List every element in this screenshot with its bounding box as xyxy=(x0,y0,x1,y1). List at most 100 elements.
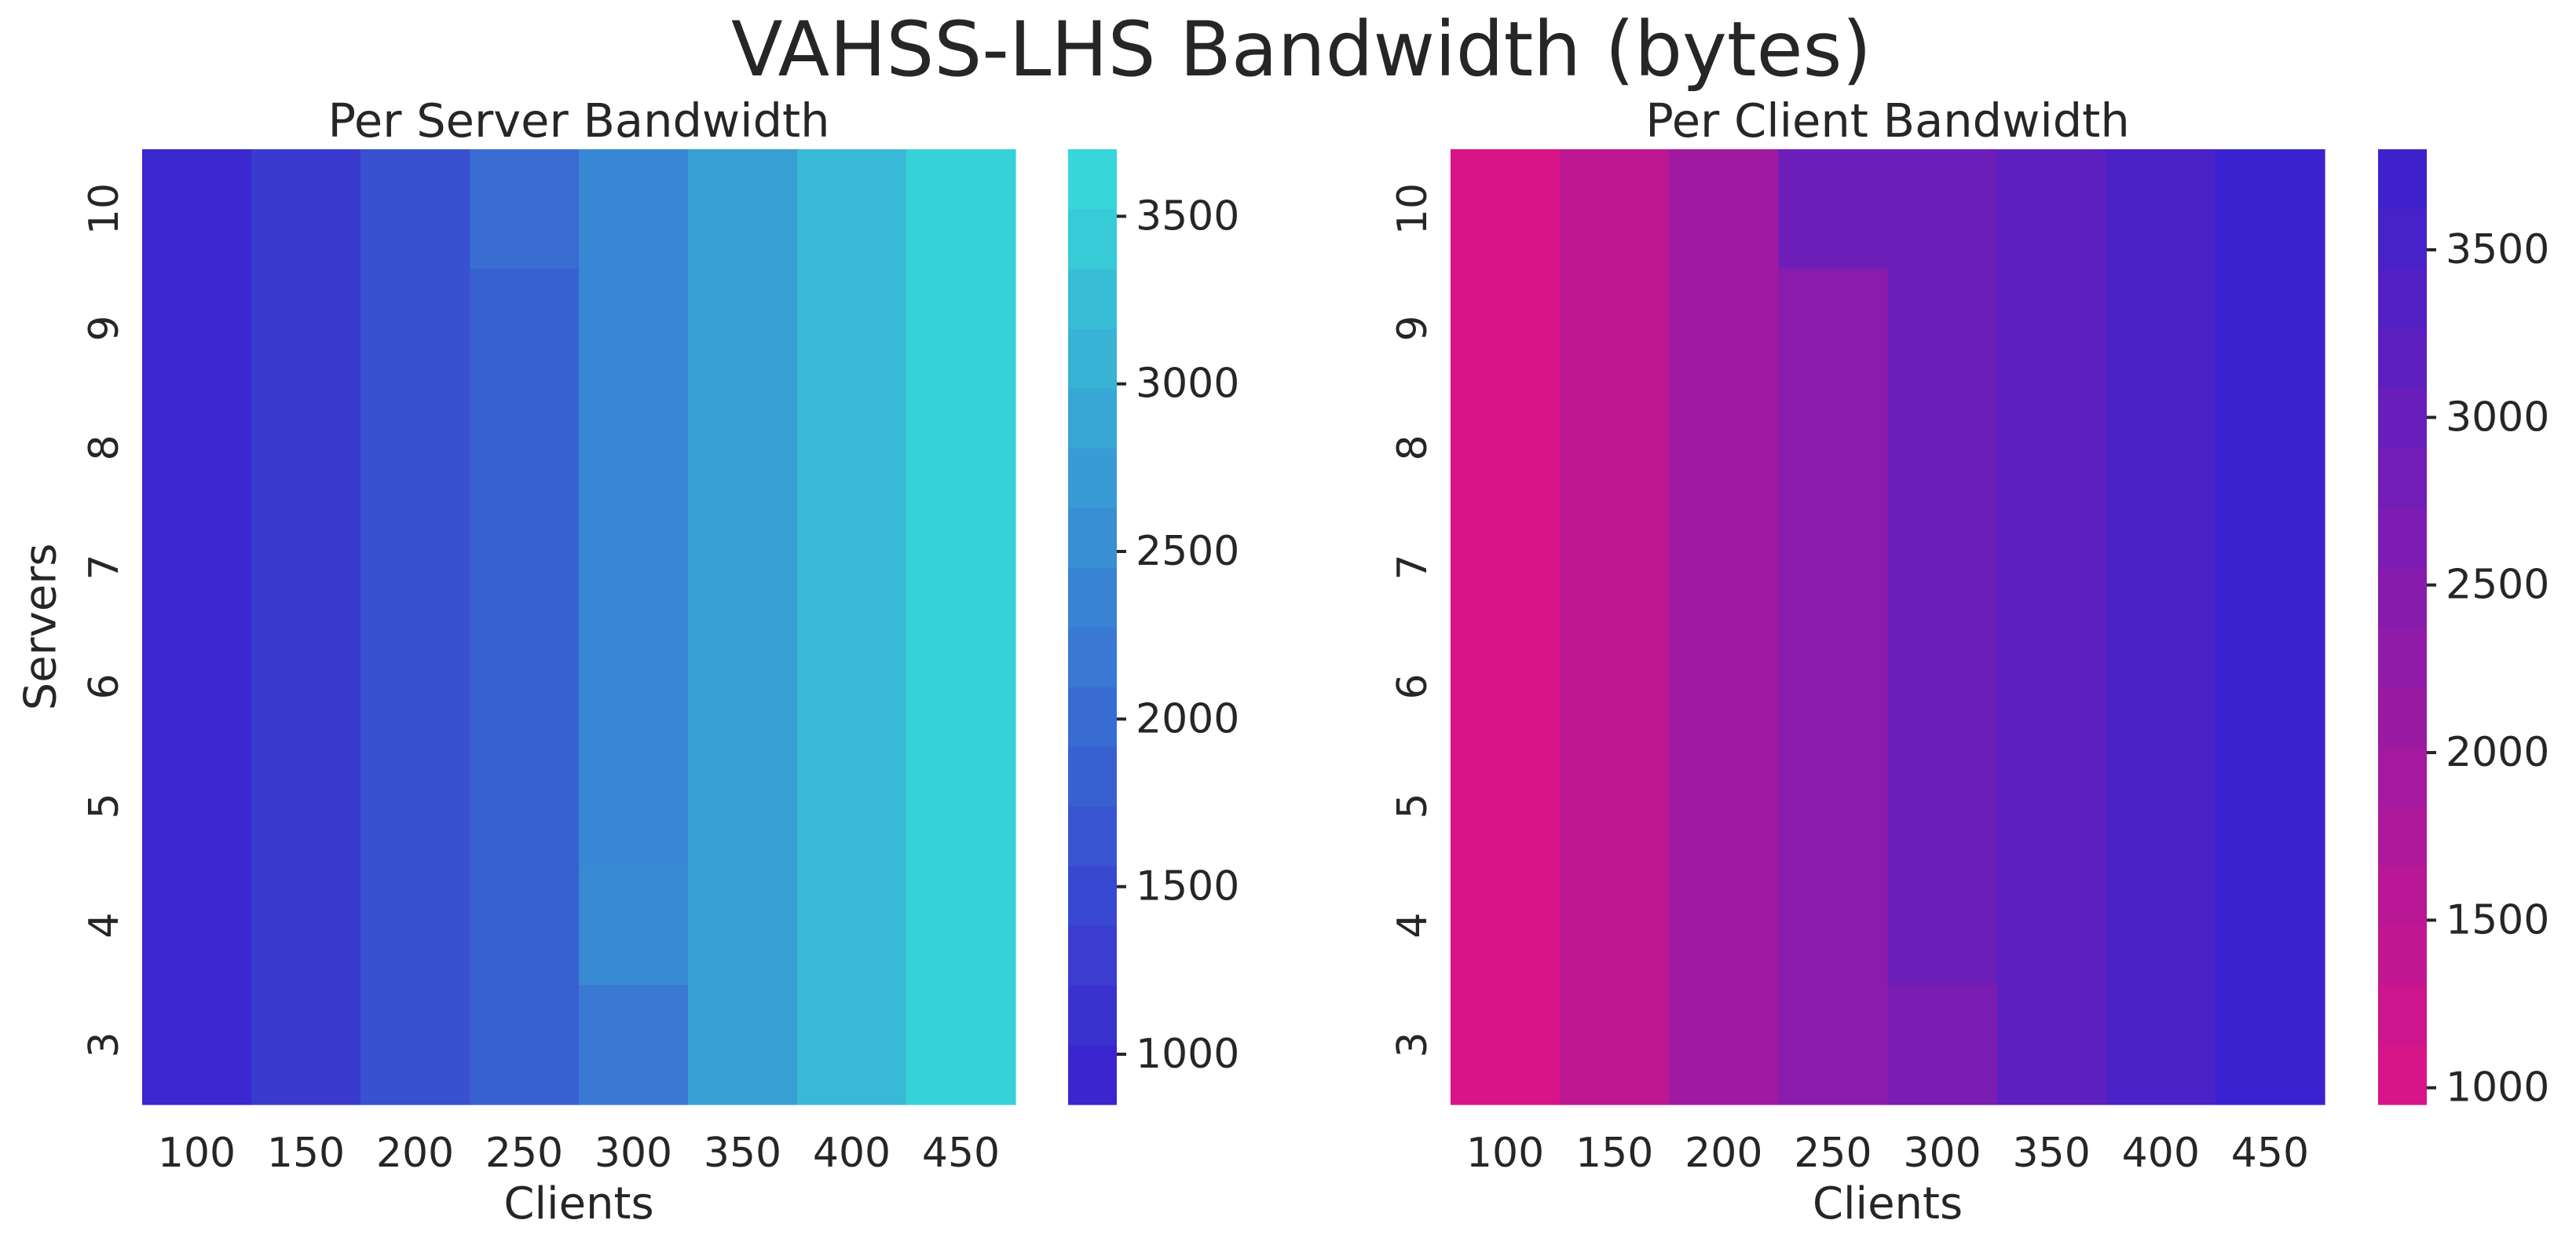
heatmap-cell xyxy=(360,507,470,628)
colorbar-tick-label: 2000 xyxy=(2446,729,2549,776)
heatmap-cell xyxy=(1451,507,1561,628)
heatmap-cell xyxy=(906,269,1016,389)
heatmap-cell xyxy=(1887,985,1998,1105)
heatmap-cell xyxy=(360,269,470,389)
heatmap-cell xyxy=(1887,866,1998,986)
heatmap-cell xyxy=(142,627,252,747)
heatmap-cell xyxy=(1560,866,1670,986)
heatmap-cell xyxy=(1778,627,1889,747)
heatmap-cell xyxy=(1887,746,1998,866)
colorbar-segment xyxy=(1068,507,1117,568)
heatmap-cell xyxy=(1887,627,1998,747)
heatmap-cell xyxy=(797,388,907,508)
heatmap-cell xyxy=(2215,388,2325,508)
heatmap-cell xyxy=(1778,149,1889,269)
heatmap-cell xyxy=(797,627,907,747)
heatmap-cell xyxy=(470,269,580,389)
colorbar-tick-label: 1500 xyxy=(2446,896,2549,943)
heatmap-cell xyxy=(1669,627,1779,747)
colorbar-segment xyxy=(1068,209,1117,269)
x-axis-label: Clients xyxy=(1813,1178,1963,1229)
colorbar-tick-label: 2500 xyxy=(2446,562,2549,609)
heatmap-cell xyxy=(688,627,798,747)
heatmap-cell xyxy=(1996,507,2107,628)
heatmap-cell xyxy=(2215,746,2325,866)
x-tick-label: 350 xyxy=(704,1130,781,1177)
y-tick-label: 3 xyxy=(1389,1031,1436,1057)
heatmap-cell xyxy=(2106,746,2216,866)
colorbar-tick-label: 1500 xyxy=(1136,863,1239,910)
heatmap-cell xyxy=(2106,149,2216,269)
heatmap-cell xyxy=(142,149,252,269)
heatmap-cell xyxy=(142,985,252,1105)
heatmap-cell xyxy=(688,866,798,986)
heatmap-cell xyxy=(688,507,798,628)
y-tick-label: 4 xyxy=(1389,912,1436,938)
y-tick-label: 6 xyxy=(81,673,128,699)
heatmap-cell xyxy=(1778,269,1889,389)
heatmap-cell xyxy=(1669,746,1779,866)
heatmap-cell xyxy=(251,866,361,986)
heatmap-cell xyxy=(251,746,361,866)
heatmap-cell xyxy=(1887,269,1998,389)
heatmap-cell xyxy=(579,627,689,747)
heatmap-cell xyxy=(2215,627,2325,747)
heatmap-cell xyxy=(1560,627,1670,747)
heatmap-cell xyxy=(360,627,470,747)
colorbar-tick-label: 1000 xyxy=(2446,1064,2549,1112)
heatmap-cell xyxy=(142,507,252,628)
heatmap-cell xyxy=(1451,627,1561,747)
y-tick-label: 3 xyxy=(81,1031,128,1057)
y-tick-label: 4 xyxy=(81,912,128,938)
heatmap-cell xyxy=(1669,507,1779,628)
heatmap-cell xyxy=(1669,985,1779,1105)
heatmap-cell xyxy=(360,149,470,269)
x-tick-label: 200 xyxy=(376,1130,454,1177)
y-tick-label: 5 xyxy=(81,793,128,819)
colorbar-segment xyxy=(1068,388,1117,449)
x-tick-label: 150 xyxy=(1575,1130,1653,1177)
heatmap-cell xyxy=(470,985,580,1105)
heatmap-cell xyxy=(1778,866,1889,986)
colorbar-segment xyxy=(1068,985,1117,1046)
heatmap-cell xyxy=(1996,149,2107,269)
colorbar-segment xyxy=(1068,1045,1117,1105)
heatmap-cell xyxy=(1669,866,1779,986)
colorbar-segment xyxy=(2378,149,2427,210)
heatmap-cell xyxy=(142,269,252,389)
heatmap-cell xyxy=(688,269,798,389)
heatmaps: Per Server Bandwidth 100 150 200 250 300 350 40… xyxy=(16,93,2550,1229)
heatmap-cell xyxy=(1560,507,1670,628)
colorbar-segment xyxy=(2378,388,2427,449)
x-tick-label: 200 xyxy=(1685,1130,1762,1177)
heatmap-cell xyxy=(2106,627,2216,747)
y-tick-label: 8 xyxy=(81,434,128,460)
colorbar-tick-label: 3500 xyxy=(2446,226,2549,273)
heatmap-cell xyxy=(688,985,798,1105)
colorbar-segment xyxy=(2378,507,2427,568)
heatmap-cell xyxy=(360,388,470,508)
heatmap-cell xyxy=(797,866,907,986)
heatmap-cell xyxy=(1560,149,1670,269)
heatmap-cell xyxy=(142,866,252,986)
colorbar-segment xyxy=(1068,328,1117,389)
heatmap-cell xyxy=(142,746,252,866)
colorbar-segment xyxy=(2378,448,2427,508)
heatmap-cell xyxy=(470,627,580,747)
heatmap-cell xyxy=(688,746,798,866)
heatmap-cell xyxy=(797,507,907,628)
heatmap-cell xyxy=(1451,746,1561,866)
x-axis-label: Clients xyxy=(503,1178,653,1229)
heatmap-cell xyxy=(797,269,907,389)
heatmap-cell xyxy=(1560,746,1670,866)
heatmap-cell xyxy=(906,866,1016,986)
heatmap-panel-2: Per Client Bandwidth 100 150 200 250 300 350 40… xyxy=(1389,93,2549,1229)
panel-title: Per Client Bandwidth xyxy=(1645,93,2129,148)
x-tick-label: 400 xyxy=(813,1130,891,1177)
heatmap-cell xyxy=(1451,269,1561,389)
heatmap-cell xyxy=(1669,388,1779,508)
heatmap-cell xyxy=(1560,985,1670,1105)
heatmap-cell xyxy=(906,985,1016,1105)
heatmap-cell xyxy=(579,985,689,1105)
